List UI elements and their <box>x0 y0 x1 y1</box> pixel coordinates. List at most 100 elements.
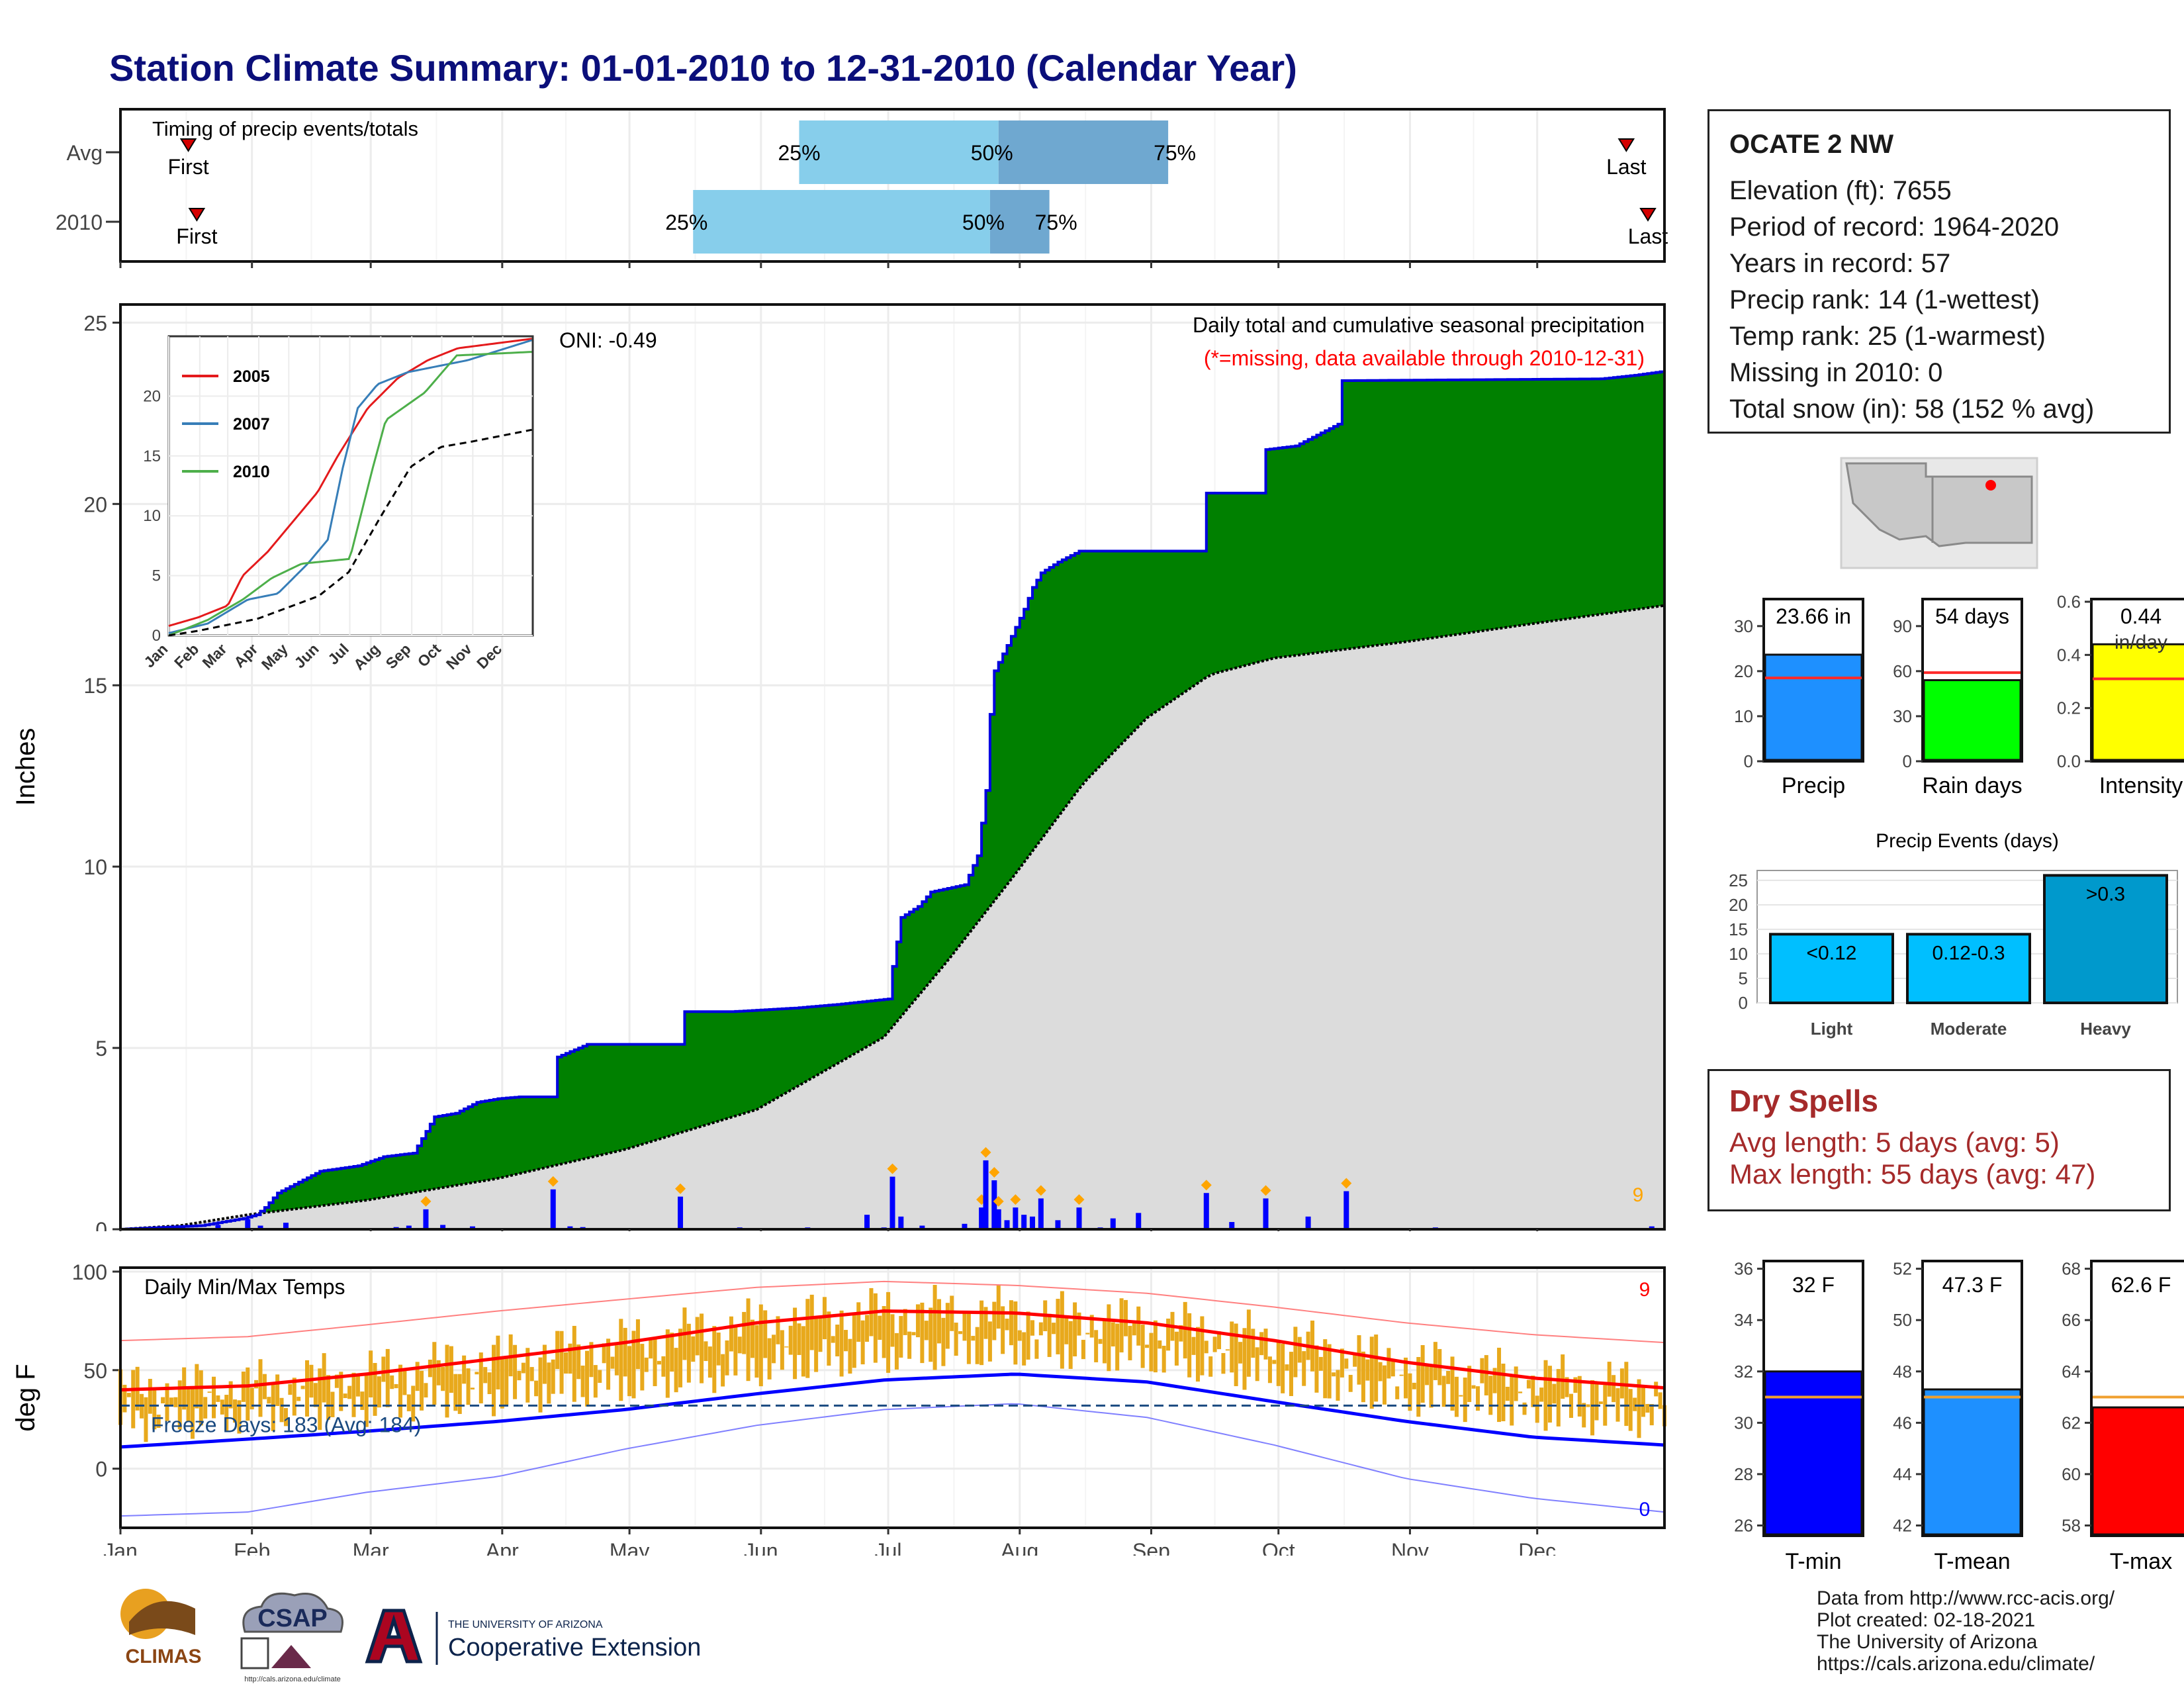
inset-line-average <box>168 428 532 637</box>
temp-chart-title: Daily Min/Max Temps <box>144 1275 345 1299</box>
daily-temp-range-bar <box>470 1387 475 1390</box>
intensity-y-tick-label: 0.6 <box>2057 592 2081 612</box>
t-max-y-tick-label: 62 <box>2062 1413 2081 1432</box>
ua-big-text: Cooperative Extension <box>448 1634 701 1662</box>
station-location-marker <box>1985 480 1996 491</box>
daily-temp-range-bar <box>1038 1322 1043 1336</box>
daily-temp-range-bar <box>394 1383 398 1389</box>
daily-temp-range-bar <box>767 1338 772 1380</box>
daily-temp-range-bar <box>453 1374 458 1411</box>
precip-y-tick-label: 10 <box>1734 706 1753 726</box>
daily-temp-range-bar <box>148 1378 152 1414</box>
daily-temp-range-bar <box>1102 1319 1107 1364</box>
daily-temp-range-bar <box>614 1345 619 1376</box>
daily-precip-bar <box>406 1225 412 1229</box>
dry-spells-max: Max length: 55 days (avg: 47) <box>1729 1158 2096 1190</box>
daily-temp-range-bar <box>602 1343 606 1364</box>
daily-temp-range-bar <box>763 1310 768 1358</box>
daily-temp-range-bar <box>1365 1359 1370 1381</box>
daily-temp-range-bar <box>686 1323 691 1383</box>
daily-temp-range-bar <box>1179 1325 1183 1342</box>
record-max-line <box>120 1280 1665 1344</box>
daily-temp-range-bar <box>475 1372 479 1375</box>
precip-y-tick-label: 30 <box>1734 616 1753 636</box>
timing-q25-label-avg: 25% <box>778 141 820 165</box>
events-y-tick-label-25: 25 <box>1729 870 1748 890</box>
daily-temp-range-bar <box>246 1367 250 1421</box>
daily-temp-range-bar <box>1382 1365 1387 1405</box>
events-bar-moderate <box>1906 933 2031 1004</box>
daily-temp-range-bar <box>797 1323 801 1355</box>
station-precip-rank: Precip rank: 14 (1-wettest) <box>1729 285 2040 314</box>
temp-y-tick-label-100: 100 <box>72 1260 107 1284</box>
daily-temp-range-bar <box>725 1340 729 1376</box>
daily-temp-range-bar <box>224 1395 229 1431</box>
record-min-line <box>120 1403 1665 1517</box>
daily-temp-range-bar <box>1052 1323 1056 1335</box>
daily-temp-range-bar <box>542 1344 547 1384</box>
daily-temp-range-bar <box>568 1343 572 1374</box>
daily-temp-range-bar <box>1022 1332 1026 1366</box>
daily-temp-range-bar <box>1586 1404 1590 1407</box>
daily-temp-range-bar <box>1200 1316 1205 1376</box>
csap-gauge-icon <box>240 1637 269 1669</box>
daily-temp-range-bar <box>945 1303 950 1349</box>
daily-precip-bar <box>962 1223 968 1229</box>
daily-precip-bar <box>1038 1198 1044 1229</box>
daily-temp-range-bar <box>305 1360 310 1417</box>
daily-temp-range-bar <box>1289 1352 1293 1396</box>
x-tick-label-apr: Apr <box>486 1539 519 1556</box>
x-tick-label-jan: Jan <box>103 1539 138 1556</box>
daily-temp-range-bar <box>296 1397 301 1401</box>
daily-temp-range-bar <box>318 1368 322 1430</box>
daily-temp-range-bar <box>1132 1323 1136 1336</box>
timing-q50-label-2010: 50% <box>962 211 1005 234</box>
daily-temp-range-bar <box>424 1383 428 1398</box>
daily-temp-range-bar <box>958 1331 963 1335</box>
t-mean-y-tick-label: 44 <box>1893 1464 1912 1484</box>
daily-temp-range-bar <box>1276 1341 1281 1386</box>
daily-temp-range-bar <box>1531 1376 1535 1407</box>
daily-temp-range-bar <box>1098 1338 1103 1344</box>
heavy-event-marker <box>993 1196 1004 1207</box>
t-min-y-tick-label: 34 <box>1734 1310 1753 1330</box>
daily-temp-range-bar <box>517 1370 522 1381</box>
daily-temp-range-bar <box>1645 1403 1650 1413</box>
daily-temp-range-bar <box>250 1387 254 1410</box>
daily-temp-range-bar <box>1582 1403 1586 1428</box>
precip-y-axis-label: Inches <box>11 728 40 806</box>
daily-temp-range-bar <box>1429 1365 1433 1408</box>
daily-temp-range-bar <box>1030 1320 1035 1336</box>
daily-temp-range-bar <box>907 1331 912 1359</box>
daily-temp-range-bar <box>674 1348 678 1393</box>
daily-temp-range-bar <box>1340 1348 1344 1378</box>
x-tick-label-feb: Feb <box>234 1539 270 1556</box>
daily-temp-range-bar <box>704 1341 708 1362</box>
daily-temp-range-bar <box>1221 1353 1226 1374</box>
timing-row-label-2010: 2010 <box>56 211 103 234</box>
daily-temp-range-bar <box>1128 1325 1132 1360</box>
daily-temp-range-bar <box>979 1300 984 1366</box>
daily-temp-range-bar <box>529 1367 534 1382</box>
daily-temp-range-bar <box>1408 1373 1412 1411</box>
daily-temp-range-bar <box>1149 1333 1154 1372</box>
intensity-y-tick-label: 0.0 <box>2057 751 2081 771</box>
timing-bar-q50-q75-avg <box>998 120 1169 184</box>
heavy-event-marker <box>980 1147 991 1158</box>
timing-first-marker-2010 <box>188 208 206 222</box>
daily-temp-range-bar <box>1510 1375 1514 1426</box>
daily-temp-range-bar <box>619 1319 623 1401</box>
daily-temp-range-bar <box>776 1316 780 1344</box>
precip-y-tick-label-25: 25 <box>83 311 107 335</box>
daily-temp-range-bar <box>920 1302 925 1364</box>
daily-temp-range-bar <box>784 1346 789 1348</box>
daily-temp-range-bar <box>1395 1386 1400 1399</box>
daily-temp-range-bar <box>462 1355 467 1384</box>
timing-panel-label: Timing of precip events/totals <box>152 117 418 140</box>
t-max-value-label: 62.6 F <box>2111 1273 2171 1297</box>
daily-temp-range-bar <box>1001 1306 1005 1354</box>
daily-temp-range-bar <box>1492 1368 1497 1393</box>
x-tick-label-oct: Oct <box>1262 1539 1295 1556</box>
daily-precip-bar <box>245 1219 251 1229</box>
t-min-y-tick-label: 26 <box>1734 1515 1753 1535</box>
